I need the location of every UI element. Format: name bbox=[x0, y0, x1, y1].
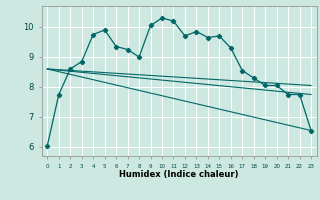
X-axis label: Humidex (Indice chaleur): Humidex (Indice chaleur) bbox=[119, 170, 239, 179]
